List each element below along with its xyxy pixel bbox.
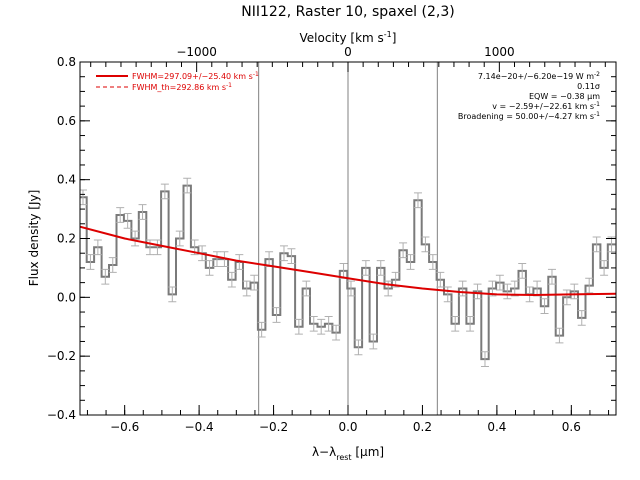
x-tick-label-0: −0.6 xyxy=(110,420,139,434)
error-bar-26 xyxy=(272,307,281,323)
error-bar-51 xyxy=(458,280,467,297)
error-bar-52 xyxy=(466,315,475,332)
error-bar-67 xyxy=(577,310,586,326)
fit-curve xyxy=(80,225,616,297)
legend: FWHM=297.09+/−25.40 km s-1 FWHM_th=292.8… xyxy=(96,71,259,92)
error-bar-59 xyxy=(518,263,527,279)
legend-fit-label: FWHM=297.09+/−25.40 km s-1 xyxy=(132,71,259,81)
error-bar-28 xyxy=(287,248,296,265)
x-axis-label: λ−λrest [μm] xyxy=(312,445,384,462)
x-tick-label-1: −0.4 xyxy=(185,420,214,434)
y-tick-label-5: 0.6 xyxy=(57,114,76,128)
error-bar-29 xyxy=(294,318,303,335)
error-bar-12 xyxy=(168,286,177,303)
top-axis-label: Velocity [km s-1] xyxy=(300,30,397,45)
error-bar-8 xyxy=(138,204,147,220)
error-bar-68 xyxy=(585,277,594,294)
top-tick-label-0: −1000 xyxy=(176,45,217,59)
error-bar-50 xyxy=(451,315,460,332)
y-tick-label-4: 0.4 xyxy=(57,173,76,187)
error-bar-62 xyxy=(540,298,549,315)
error-bar-30 xyxy=(302,280,311,297)
error-bar-11 xyxy=(160,183,169,200)
error-bar-33 xyxy=(324,315,333,332)
error-bar-18 xyxy=(212,251,221,267)
y-axis-label: Flux density [Jy] xyxy=(27,190,41,287)
x-tick-label-2: −0.2 xyxy=(259,420,288,434)
x-tick-label-3: 0.0 xyxy=(338,420,357,434)
error-bar-2 xyxy=(93,239,102,256)
plot-area: −0.6 −0.4 −0.2 0.0 0.2 0.4 0.6 −0.4 −0.2 0.0 0.2 0.… xyxy=(47,45,617,434)
error-bar-27 xyxy=(279,245,288,262)
error-bar-46 xyxy=(421,236,430,253)
annotation-eqw: EQW = −0.38 μm xyxy=(529,92,600,101)
y-tick-label-3: 0.2 xyxy=(57,232,76,246)
error-bar-17 xyxy=(205,260,214,276)
error-bar-44 xyxy=(406,254,415,270)
y-tick-label-0: −0.4 xyxy=(47,408,76,422)
y-tick-label-1: −0.2 xyxy=(47,349,76,363)
error-bar-45 xyxy=(413,192,422,209)
error-bar-71 xyxy=(607,236,616,253)
top-tick-label-1: 0 xyxy=(344,45,352,59)
error-bar-47 xyxy=(428,254,437,270)
error-bar-56 xyxy=(495,274,504,291)
error-bar-65 xyxy=(562,289,571,306)
x-tick-label-4: 0.2 xyxy=(413,420,432,434)
annotation-velocity: v = −2.59+/−22.61 km s-1 xyxy=(492,101,600,111)
error-bar-36 xyxy=(346,280,355,297)
error-bar-69 xyxy=(592,236,601,253)
error-bar-57 xyxy=(503,283,512,300)
error-bar-63 xyxy=(547,268,556,285)
error-bar-38 xyxy=(361,260,370,276)
error-bar-3 xyxy=(101,268,110,285)
error-bar-58 xyxy=(510,280,519,297)
error-bar-4 xyxy=(108,257,117,273)
error-bar-1 xyxy=(86,254,95,270)
error-bar-53 xyxy=(473,283,482,300)
fit-annotations: 7.14e−20+/−6.20e−19 W m-2 0.11σ EQW = −0… xyxy=(458,71,600,121)
error-bar-23 xyxy=(250,274,259,291)
error-bar-24 xyxy=(257,321,266,338)
error-bar-5 xyxy=(116,207,125,223)
annotation-sigma: 0.11σ xyxy=(577,82,600,91)
error-bar-40 xyxy=(376,260,385,276)
error-bar-7 xyxy=(131,230,140,247)
error-bar-20 xyxy=(227,271,236,288)
data-step-line xyxy=(80,184,616,361)
error-bar-37 xyxy=(354,339,363,356)
error-bar-31 xyxy=(309,315,318,332)
error-bar-6 xyxy=(123,212,132,229)
error-bar-48 xyxy=(436,271,445,288)
x-tick-label-5: 0.4 xyxy=(487,420,506,434)
error-bar-64 xyxy=(555,327,564,344)
error-bar-39 xyxy=(369,333,378,350)
top-tick-label-2: 1000 xyxy=(484,45,515,59)
annotation-broadening: Broadening = 50.00+/−4.27 km s-1 xyxy=(458,111,600,121)
annotation-flux: 7.14e−20+/−6.20e−19 W m-2 xyxy=(478,71,600,81)
error-bar-10 xyxy=(153,239,162,256)
error-bar-49 xyxy=(443,286,452,303)
legend-theory-label: FWHM_th=292.86 km s-1 xyxy=(132,82,232,92)
y-tick-label-6: 0.8 xyxy=(57,55,76,69)
error-bar-66 xyxy=(570,283,579,300)
error-bar-9 xyxy=(145,239,154,256)
error-bar-54 xyxy=(480,351,489,367)
error-bar-43 xyxy=(399,242,408,259)
error-bar-14 xyxy=(183,177,192,194)
error-bar-13 xyxy=(175,230,184,247)
error-bar-70 xyxy=(600,260,609,276)
x-tick-label-6: 0.6 xyxy=(562,420,581,434)
error-bar-22 xyxy=(242,280,251,297)
error-bar-34 xyxy=(332,324,341,341)
chart-title: NII122, Raster 10, spaxel (2,3) xyxy=(241,4,454,20)
y-tick-label-2: 0.0 xyxy=(57,290,76,304)
error-bar-32 xyxy=(317,318,326,335)
